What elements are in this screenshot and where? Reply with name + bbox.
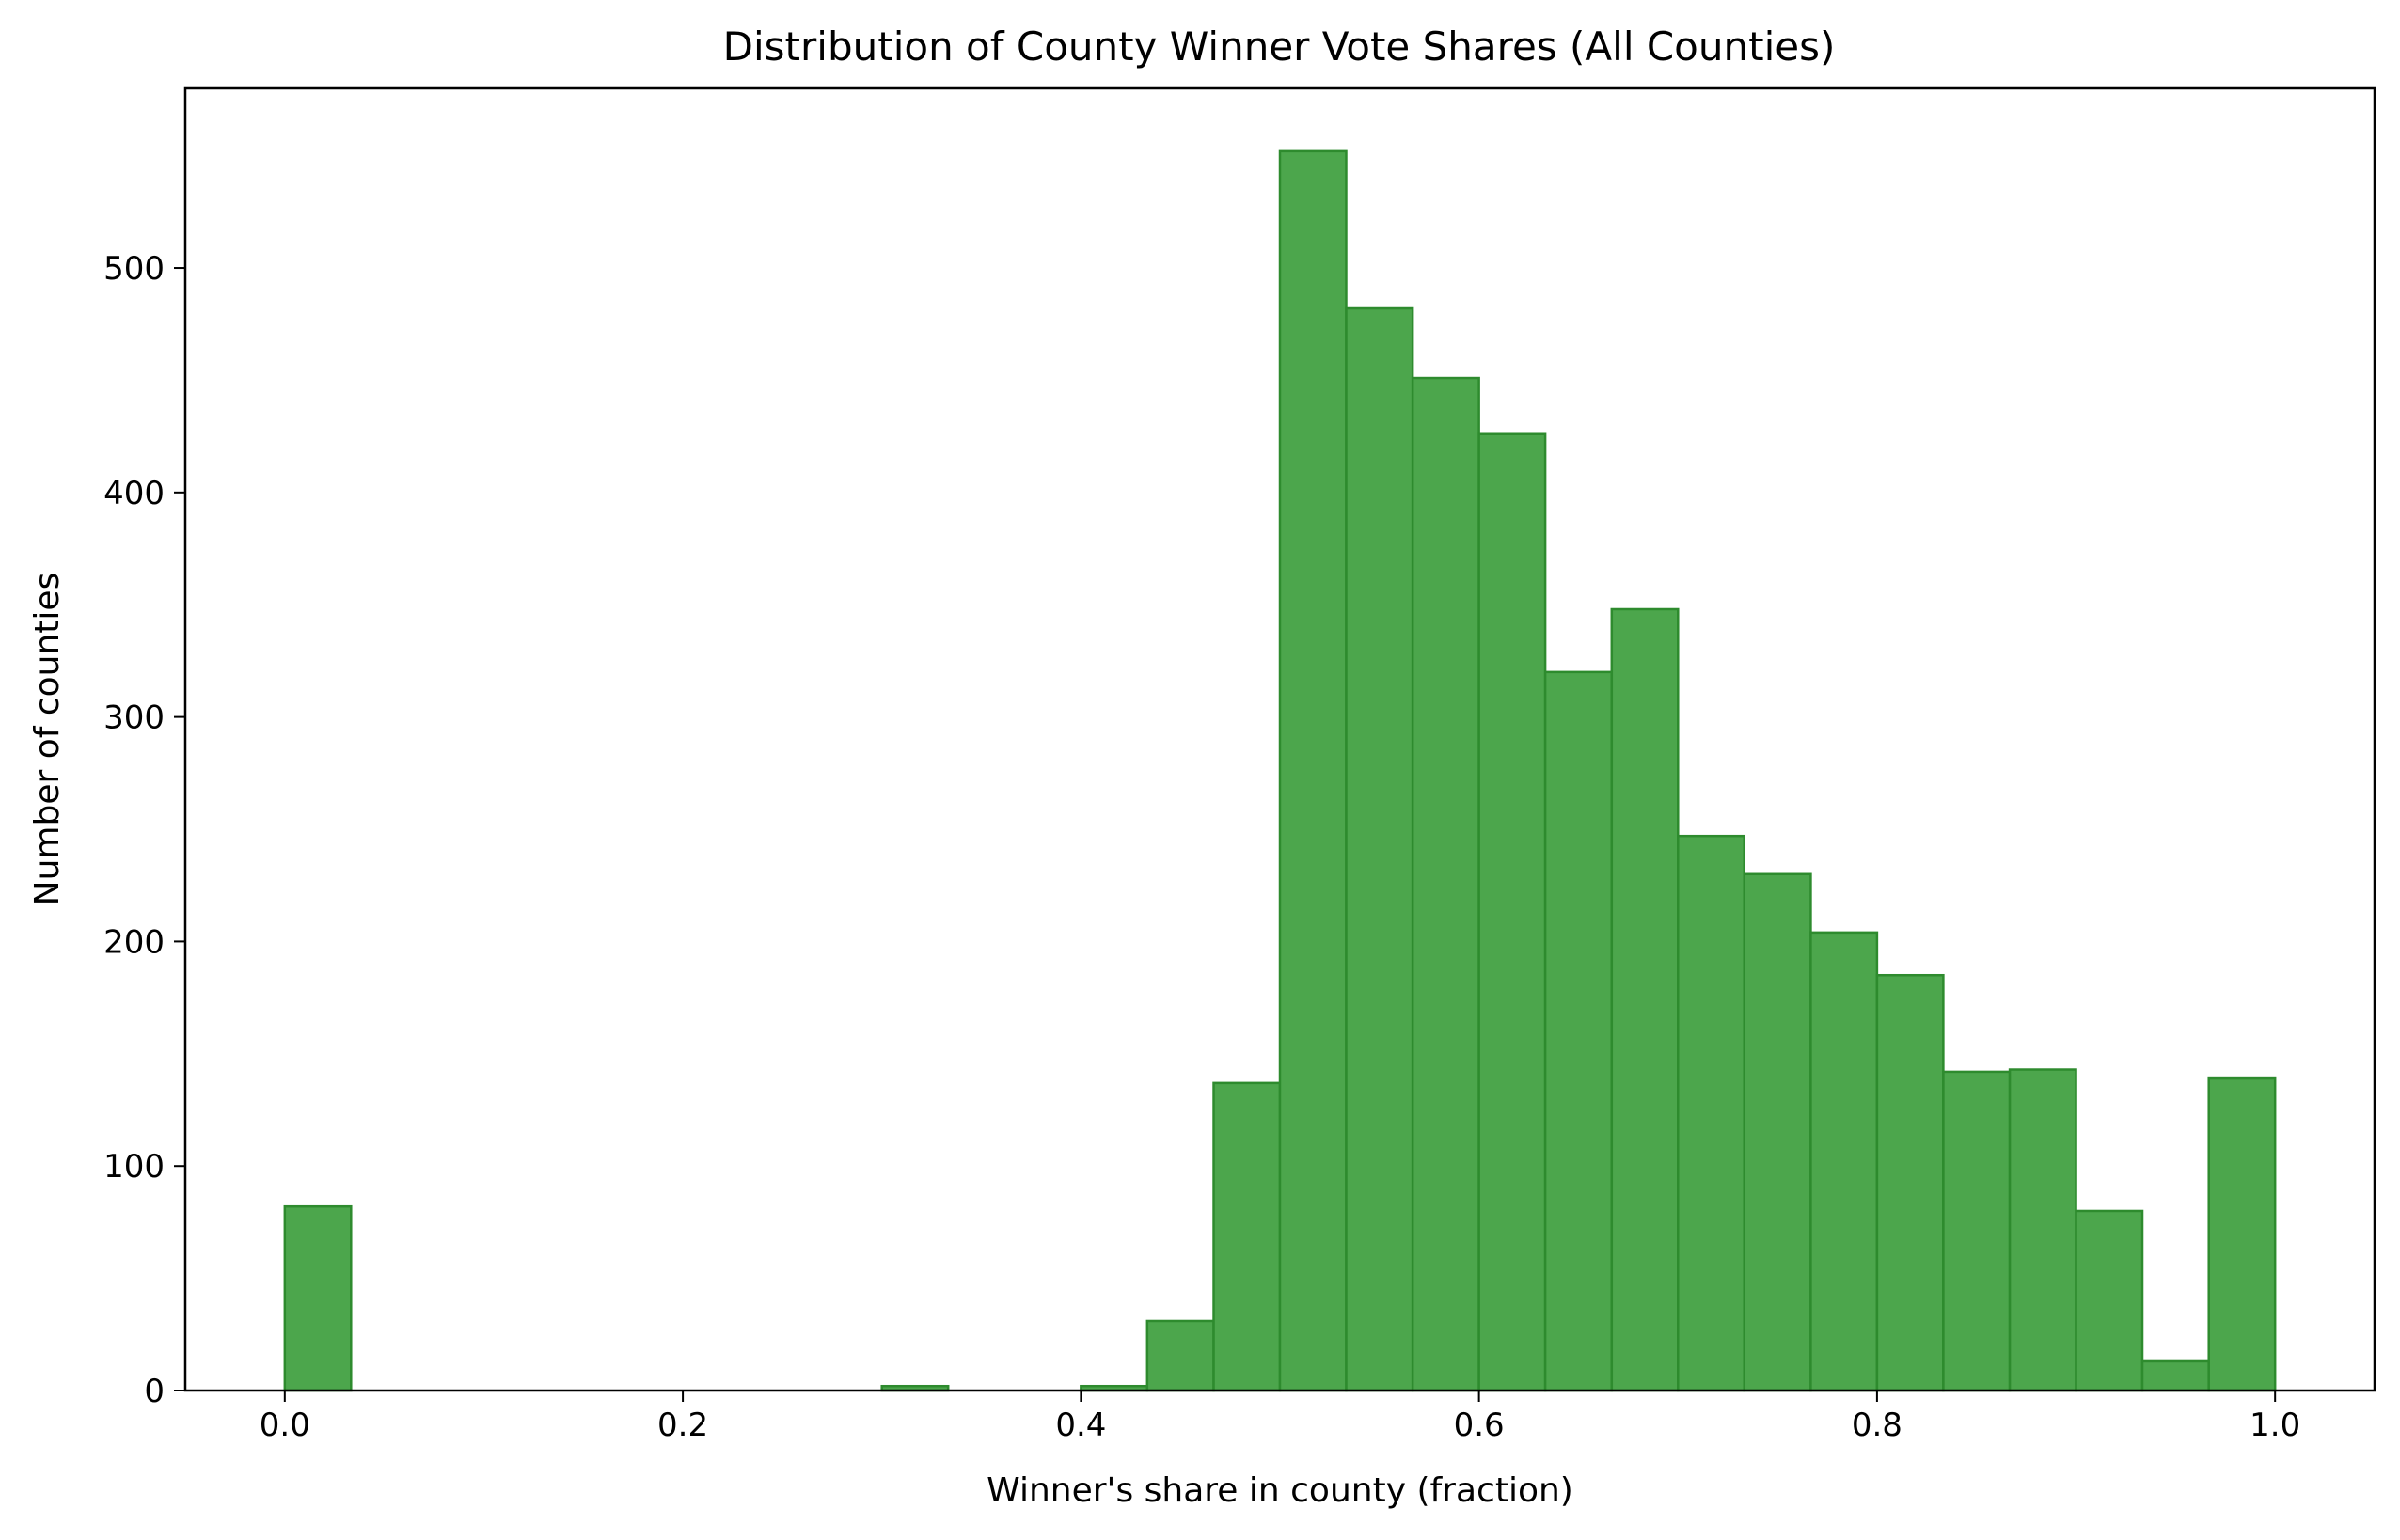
histogram-bar: [1145, 1319, 1215, 1392]
histogram-bar: [1809, 931, 1879, 1392]
y-tick-label: 200: [103, 923, 165, 961]
y-axis: 0 100 200 300 400 500: [103, 250, 185, 1410]
chart-title: Distribution of County Winner Vote Share…: [723, 24, 1836, 70]
histogram-bar: [2075, 1209, 2144, 1392]
x-axis-label: Winner's share in county (fraction): [987, 1471, 1573, 1510]
histogram-bar: [1477, 432, 1547, 1392]
y-axis-label: Number of counties: [28, 573, 67, 906]
x-tick-label: 0.8: [1852, 1406, 1903, 1444]
histogram-bar: [1875, 973, 1945, 1392]
x-tick-label: 0.0: [260, 1406, 310, 1444]
y-tick-label: 500: [103, 250, 165, 288]
x-tick-label: 0.4: [1055, 1406, 1106, 1444]
histogram-bar: [283, 1204, 353, 1392]
y-tick-label: 300: [103, 699, 165, 737]
x-tick-label: 0.2: [657, 1406, 708, 1444]
y-tick-label: 100: [103, 1148, 165, 1186]
histogram-bar: [1743, 872, 1812, 1392]
histogram-bar: [1543, 670, 1614, 1392]
histogram-bar: [1677, 834, 1745, 1392]
histogram-bars: [283, 149, 2277, 1392]
x-axis: 0.0 0.2 0.4 0.6 0.8 1.0: [260, 1391, 2300, 1444]
histogram-bar: [1278, 149, 1348, 1392]
histogram-bar: [1942, 1070, 2012, 1392]
x-tick-label: 1.0: [2250, 1406, 2300, 1444]
histogram-bar: [1345, 306, 1414, 1392]
x-tick-label: 0.6: [1454, 1406, 1505, 1444]
plot-frame: [183, 86, 2376, 1392]
y-tick-label: 400: [103, 475, 165, 512]
histogram-bar: [1610, 607, 1680, 1392]
histogram-bar: [2207, 1076, 2277, 1392]
histogram-bar: [2008, 1068, 2077, 1392]
histogram-bar: [1212, 1081, 1282, 1392]
histogram-bar: [2140, 1359, 2210, 1392]
y-tick-label: 0: [144, 1373, 165, 1410]
histogram-bar: [1411, 376, 1480, 1392]
